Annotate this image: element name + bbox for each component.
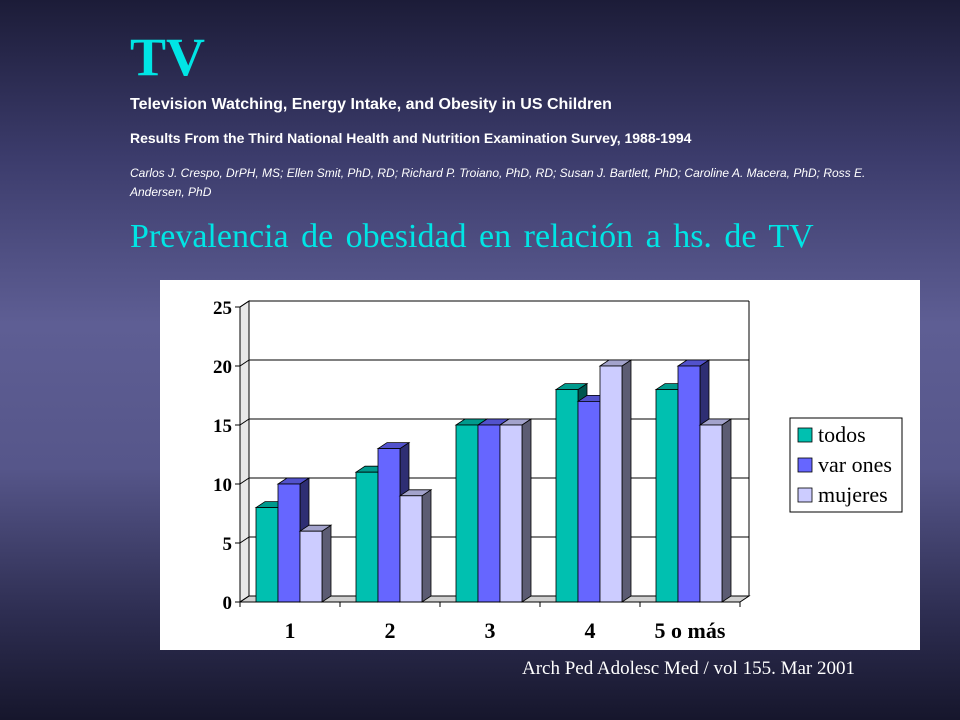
bar-5-todos <box>655 389 679 603</box>
y-tick-label: 25 <box>213 298 232 319</box>
x-tick-label: 5 o más <box>655 618 726 643</box>
y-tick-label: 5 <box>223 534 233 555</box>
legend-swatch <box>797 427 813 443</box>
gridline-diag <box>239 300 250 308</box>
bar-side <box>621 359 632 603</box>
gridline-diag <box>239 359 250 367</box>
bar-5-mujeres <box>699 424 723 603</box>
gridline-diag <box>239 418 250 426</box>
bar-2-todos <box>355 471 379 603</box>
bar-3-todos <box>455 424 479 603</box>
x-tick-label: 4 <box>585 618 596 643</box>
bar-3-mujeres <box>499 424 523 603</box>
chart-bars <box>254 359 733 603</box>
bar-4-mujeres <box>599 365 623 603</box>
bar-1-varones <box>277 483 301 603</box>
gridline-diag <box>239 536 250 544</box>
legend-entry: var ones <box>818 452 892 477</box>
x-axis: 1 2 3 4 5 o más <box>239 601 741 643</box>
bar-side <box>421 489 432 603</box>
bar-side <box>321 524 332 603</box>
x-tick-label: 1 <box>285 618 296 643</box>
bar-1-mujeres <box>299 530 323 603</box>
study-title: Television Watching, Energy Intake, and … <box>130 96 612 113</box>
y-tick-label: 0 <box>223 593 233 614</box>
legend-swatch <box>797 487 813 503</box>
y-tick-label: 15 <box>213 416 232 437</box>
chart-legend: todos var ones mujeres <box>789 417 903 513</box>
y-axis: 0 5 10 15 20 25 <box>213 298 241 614</box>
y-tick-label: 10 <box>213 475 232 496</box>
x-tick-label: 3 <box>485 618 496 643</box>
legend-entry: todos <box>818 422 866 447</box>
authors-text: Carlos J. Crespo, DrPH, MS; Ellen Smit, … <box>130 166 866 199</box>
study-subtitle: Results From the Third National Health a… <box>130 130 692 146</box>
bar-2-mujeres <box>399 495 423 603</box>
bar-3-varones <box>477 424 501 603</box>
bar-1-todos <box>255 507 279 603</box>
bar-side <box>721 418 732 603</box>
bar-5-varones <box>677 365 701 603</box>
bar-2-varones <box>377 448 401 603</box>
bar-side <box>521 418 532 603</box>
gridline-diag <box>239 477 250 485</box>
bar-4-todos <box>555 389 579 603</box>
bar-4-varones <box>577 400 601 603</box>
x-tick-label: 2 <box>385 618 396 643</box>
legend-swatch <box>797 457 813 473</box>
legend-entry: mujeres <box>818 482 888 507</box>
chart-heading: Prevalencia de obesidad en relación a hs… <box>130 218 814 255</box>
gridline-diag <box>239 595 250 603</box>
side-wall <box>239 300 250 603</box>
y-tick-label: 20 <box>213 357 232 378</box>
citation-text: Arch Ped Adolesc Med / vol 155. Mar 2001 <box>522 658 855 679</box>
slide-title: TV <box>130 27 206 87</box>
